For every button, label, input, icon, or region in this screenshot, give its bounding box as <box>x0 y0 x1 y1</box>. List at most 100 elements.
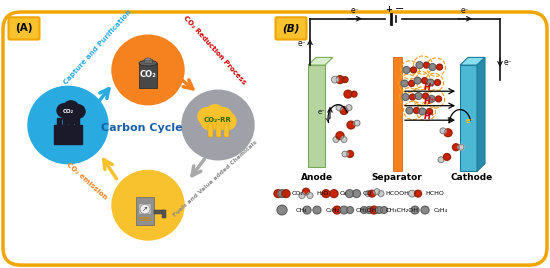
Circle shape <box>444 129 452 137</box>
Circle shape <box>414 108 420 113</box>
Text: −: − <box>395 4 405 14</box>
Text: Fuels and Value added Chemicals: Fuels and Value added Chemicals <box>172 140 258 218</box>
Circle shape <box>351 91 357 97</box>
Bar <box>139 63 157 88</box>
Circle shape <box>421 78 427 83</box>
Circle shape <box>365 191 371 196</box>
Text: H⁺: H⁺ <box>424 97 436 106</box>
Text: Anode: Anode <box>301 173 333 182</box>
Circle shape <box>381 207 388 213</box>
FancyBboxPatch shape <box>276 17 306 39</box>
Circle shape <box>218 113 236 130</box>
Circle shape <box>330 190 338 198</box>
Circle shape <box>353 190 360 198</box>
Circle shape <box>409 190 415 197</box>
Circle shape <box>344 90 352 98</box>
Circle shape <box>206 105 224 122</box>
Circle shape <box>366 207 372 213</box>
Circle shape <box>345 190 354 198</box>
Circle shape <box>322 190 330 198</box>
Circle shape <box>28 86 108 164</box>
Circle shape <box>112 170 184 240</box>
Circle shape <box>416 62 423 69</box>
Text: Cathode: Cathode <box>451 173 493 182</box>
Circle shape <box>424 62 430 68</box>
Circle shape <box>429 64 436 70</box>
Circle shape <box>333 137 339 142</box>
Circle shape <box>299 193 305 198</box>
Circle shape <box>282 190 290 198</box>
Bar <box>223 124 228 137</box>
Circle shape <box>198 108 216 125</box>
Circle shape <box>313 206 321 214</box>
Circle shape <box>374 189 380 195</box>
Text: e⁻: e⁻ <box>351 6 359 15</box>
Text: C₂H₄: C₂H₄ <box>434 207 448 213</box>
Bar <box>69 118 73 126</box>
Text: Separator: Separator <box>372 173 422 182</box>
Circle shape <box>336 76 344 83</box>
Circle shape <box>336 132 344 140</box>
Circle shape <box>347 121 355 129</box>
Bar <box>75 118 79 126</box>
Circle shape <box>458 144 464 150</box>
FancyBboxPatch shape <box>8 17 40 39</box>
Text: CO₂-RR: CO₂-RR <box>204 117 232 123</box>
Text: Carbon Cycle: Carbon Cycle <box>101 123 183 133</box>
Text: CO₂ emission: CO₂ emission <box>65 161 108 201</box>
Circle shape <box>402 94 409 100</box>
Text: (B): (B) <box>282 23 300 34</box>
Circle shape <box>63 101 79 116</box>
Circle shape <box>346 105 352 110</box>
Circle shape <box>214 108 232 125</box>
Polygon shape <box>460 65 477 172</box>
Circle shape <box>419 108 426 115</box>
Bar <box>216 124 221 137</box>
Polygon shape <box>477 57 485 172</box>
Circle shape <box>140 204 150 214</box>
Circle shape <box>182 90 254 160</box>
Circle shape <box>112 35 184 105</box>
Text: CO₂: CO₂ <box>63 109 74 114</box>
Circle shape <box>341 137 347 142</box>
Circle shape <box>426 109 432 114</box>
Circle shape <box>277 205 287 215</box>
Polygon shape <box>460 57 485 65</box>
Text: CO₂: CO₂ <box>292 191 304 196</box>
Circle shape <box>453 144 459 151</box>
Circle shape <box>346 207 354 213</box>
Circle shape <box>415 93 422 99</box>
Bar <box>63 118 67 126</box>
Text: O₂: O₂ <box>340 191 348 196</box>
Circle shape <box>201 113 219 130</box>
Circle shape <box>370 206 378 214</box>
Circle shape <box>302 188 310 195</box>
Circle shape <box>403 66 410 73</box>
Circle shape <box>401 80 408 87</box>
Circle shape <box>436 96 442 102</box>
Circle shape <box>354 120 360 126</box>
Text: FUEL: FUEL <box>138 217 152 222</box>
Bar <box>393 57 402 172</box>
Bar <box>154 210 164 214</box>
Circle shape <box>437 64 443 70</box>
Circle shape <box>332 76 338 83</box>
Text: e⁻: e⁻ <box>318 109 326 116</box>
Text: CO₂ Capture and Purification: CO₂ Capture and Purification <box>52 9 133 98</box>
Circle shape <box>376 207 382 213</box>
Circle shape <box>278 190 286 198</box>
Ellipse shape <box>139 60 157 66</box>
Bar <box>207 124 212 137</box>
Circle shape <box>406 107 413 114</box>
Circle shape <box>411 206 419 214</box>
Text: CH₃CH₂OH: CH₃CH₂OH <box>386 207 419 213</box>
Circle shape <box>340 107 348 114</box>
Bar <box>144 59 152 63</box>
Text: ↗: ↗ <box>142 206 148 212</box>
Bar <box>136 198 154 225</box>
Circle shape <box>368 190 376 197</box>
Text: HCHO: HCHO <box>425 191 444 196</box>
Text: H⁺: H⁺ <box>424 112 436 121</box>
Circle shape <box>427 79 434 86</box>
Circle shape <box>336 105 342 110</box>
